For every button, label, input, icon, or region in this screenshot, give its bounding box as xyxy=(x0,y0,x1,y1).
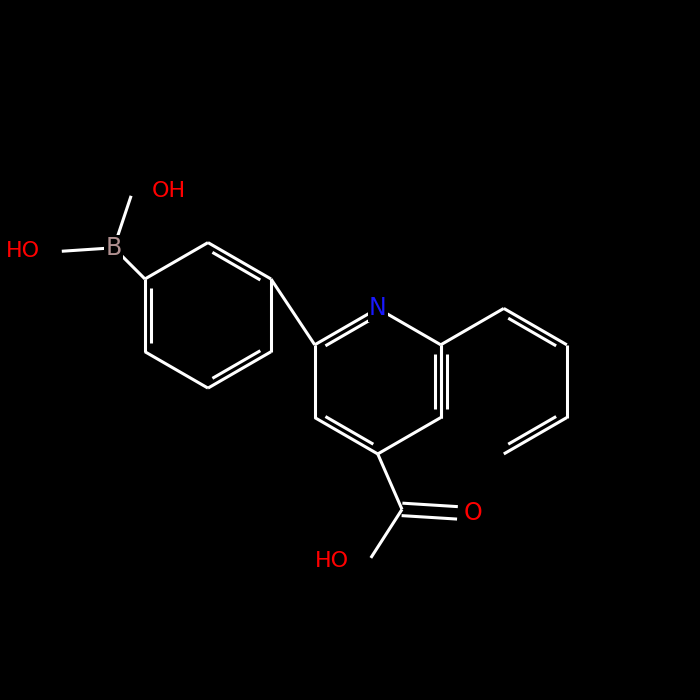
Text: N: N xyxy=(369,296,386,321)
Text: HO: HO xyxy=(6,241,40,261)
Text: O: O xyxy=(463,501,482,525)
Text: OH: OH xyxy=(152,181,186,201)
Text: B: B xyxy=(106,236,122,260)
Text: HO: HO xyxy=(314,552,349,571)
